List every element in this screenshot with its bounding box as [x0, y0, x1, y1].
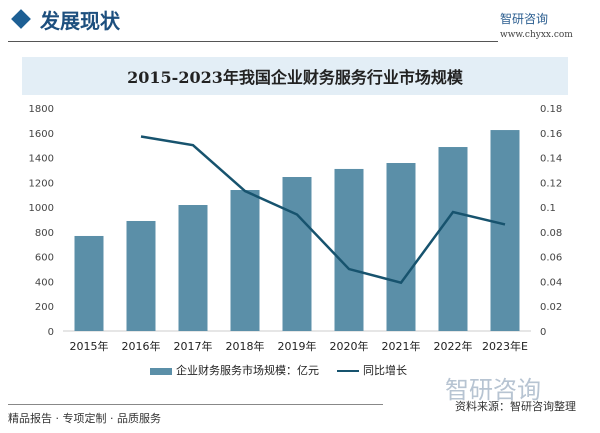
watermark-logo: 智研咨询: [445, 376, 541, 404]
bar: [126, 220, 156, 331]
header-divider: [8, 41, 498, 42]
source-note: 资料来源：智研咨询整理: [455, 400, 576, 413]
x-tick-label: 2021年: [382, 339, 421, 353]
y-right-tick-label: 0.18: [540, 104, 562, 115]
x-tick-label: 2022年: [434, 339, 473, 353]
bar: [74, 235, 104, 331]
y-left-tick-label: 1000: [29, 203, 54, 214]
y-left-tick-label: 800: [35, 228, 54, 239]
y-right-tick-label: 0.02: [540, 302, 562, 313]
legend-bar: 企业财务服务市场规模：亿元: [150, 362, 319, 378]
bar: [438, 147, 468, 331]
bar: [386, 163, 416, 331]
x-tick-label: 2023年E: [482, 339, 528, 353]
section-title: 发展现状: [40, 9, 120, 33]
y-right-tick-label: 0: [540, 327, 546, 338]
x-tick-label: 2016年: [122, 339, 161, 353]
growth-line: [140, 135, 506, 285]
footer-slogan: 精品报告 · 专项定制 · 品质服务: [8, 412, 161, 425]
x-tick-label: 2020年: [330, 339, 369, 353]
y-left-tick-label: 200: [35, 302, 54, 313]
x-tick-label: 2015年: [70, 339, 109, 353]
brand-url: www.chyxx.com: [500, 30, 573, 40]
y-right-tick-label: 0.12: [540, 178, 562, 189]
y-right-tick-label: 0.16: [540, 129, 562, 140]
x-tick-label: 2019年: [278, 339, 317, 353]
y-left-tick-label: 400: [35, 277, 54, 288]
y-left-tick-label: 600: [35, 253, 54, 264]
brand-logo: 智研咨询: [500, 12, 549, 26]
legend-line: 同比增长: [337, 362, 407, 378]
footer-divider: [8, 404, 383, 405]
y-left-tick-label: 1200: [29, 178, 54, 189]
y-right-tick-label: 0.06: [540, 253, 562, 264]
bar: [178, 205, 208, 331]
x-tick-label: 2017年: [174, 339, 213, 353]
chart-title-box: 2015-2023年我国企业财务服务行业市场规模: [22, 57, 568, 95]
y-left-tick-label: 1400: [29, 154, 54, 165]
y-left-tick-label: 0: [48, 327, 54, 338]
legend: 企业财务服务市场规模：亿元 同比增长: [150, 362, 407, 378]
y-right-tick-label: 0.04: [540, 277, 562, 288]
chart-title: 2015-2023年我国企业财务服务行业市场规模: [127, 68, 463, 87]
y-right-tick-label: 0.08: [540, 228, 562, 239]
bar: [282, 177, 312, 331]
bar: [230, 190, 260, 331]
bar: [490, 130, 520, 331]
x-tick-label: 2018年: [226, 339, 265, 353]
y-right-tick-label: 0.1: [540, 203, 556, 214]
y-left-tick-label: 1800: [29, 104, 54, 115]
y-right-tick-label: 0.14: [540, 154, 562, 165]
y-left-tick-label: 1600: [29, 129, 54, 140]
bar: [334, 168, 364, 331]
